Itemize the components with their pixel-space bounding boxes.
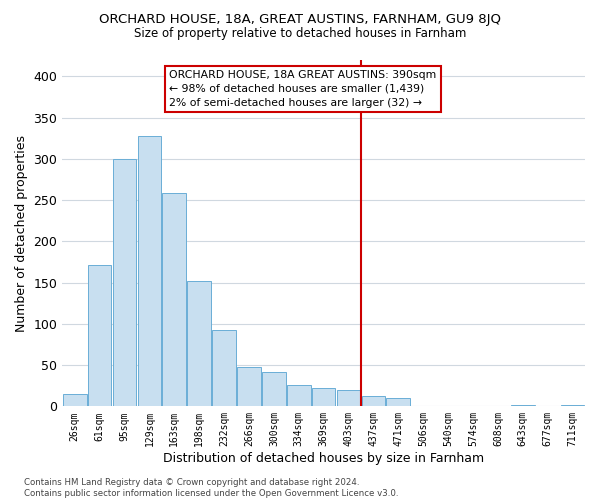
Bar [287,385,311,406]
Bar [237,367,261,406]
Bar [386,398,410,406]
Y-axis label: Number of detached properties: Number of detached properties [15,134,28,332]
Bar [63,394,86,406]
Bar [337,390,361,406]
Bar [312,388,335,406]
Bar [163,193,186,406]
Bar [187,281,211,406]
X-axis label: Distribution of detached houses by size in Farnham: Distribution of detached houses by size … [163,452,484,465]
Text: ORCHARD HOUSE, 18A, GREAT AUSTINS, FARNHAM, GU9 8JQ: ORCHARD HOUSE, 18A, GREAT AUSTINS, FARNH… [99,12,501,26]
Bar [137,136,161,406]
Bar [362,396,385,406]
Text: ORCHARD HOUSE, 18A GREAT AUSTINS: 390sqm
← 98% of detached houses are smaller (1: ORCHARD HOUSE, 18A GREAT AUSTINS: 390sqm… [169,70,437,108]
Text: Size of property relative to detached houses in Farnham: Size of property relative to detached ho… [134,28,466,40]
Bar [511,404,535,406]
Bar [561,404,584,406]
Bar [212,330,236,406]
Bar [88,264,112,406]
Bar [262,372,286,406]
Text: Contains HM Land Registry data © Crown copyright and database right 2024.
Contai: Contains HM Land Registry data © Crown c… [24,478,398,498]
Bar [113,159,136,406]
